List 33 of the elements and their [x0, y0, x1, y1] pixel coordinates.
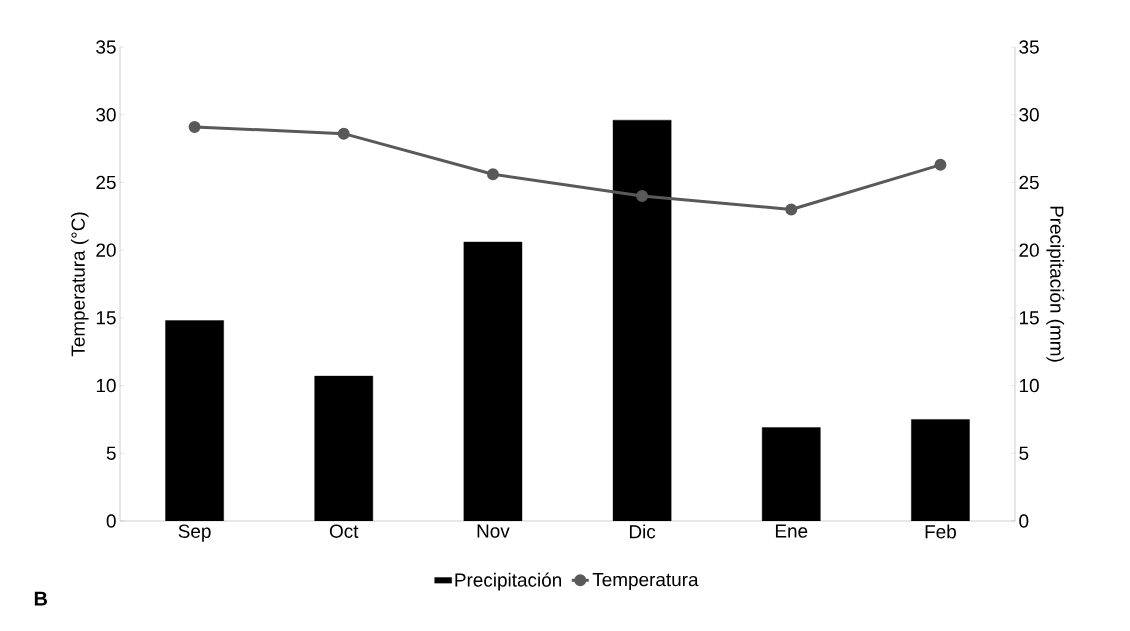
y2-tick-label: 0 — [1019, 514, 1029, 528]
x-tick-label: Nov — [477, 524, 510, 538]
y2-tick-label: 25 — [1019, 175, 1039, 190]
point — [636, 189, 649, 202]
y-tick-label: 25 — [96, 175, 116, 190]
y2-tick-label: 15 — [1019, 311, 1039, 325]
point — [934, 158, 947, 171]
text: B — [34, 591, 47, 606]
y-tick-label: 20 — [96, 243, 116, 257]
y-tick-label: 10 — [96, 378, 116, 393]
y-tick-label: 30 — [96, 108, 116, 122]
y-tick-label: 35 — [96, 40, 116, 54]
point — [785, 203, 798, 216]
x-tick-label: Oct — [329, 524, 359, 538]
x-tick-label: Ene — [775, 524, 808, 538]
y-tick-label: 0 — [106, 514, 116, 528]
y-tick-label: 5 — [106, 446, 116, 460]
y2-tick-label: 30 — [1019, 108, 1039, 122]
point — [188, 120, 201, 133]
y-axis-title: Temperatura (°C) — [70, 212, 89, 357]
legend-label: Temperatura — [592, 573, 699, 590]
x-tick-label: Sep — [178, 524, 211, 542]
y2-tick-label: 5 — [1019, 446, 1029, 460]
y-tick-label: 15 — [96, 311, 116, 325]
x-tick-label: Dic — [629, 524, 656, 539]
point — [486, 168, 499, 181]
y2-tick-label: 35 — [1019, 40, 1039, 54]
y2-tick-label: 10 — [1019, 378, 1039, 393]
legend-label: Precipitación — [455, 572, 562, 591]
point — [337, 127, 350, 140]
x-tick-label: Feb — [925, 524, 956, 539]
y2-axis-title: Precipitación (mm) — [1046, 206, 1065, 362]
y2-tick-label: 20 — [1019, 243, 1039, 257]
